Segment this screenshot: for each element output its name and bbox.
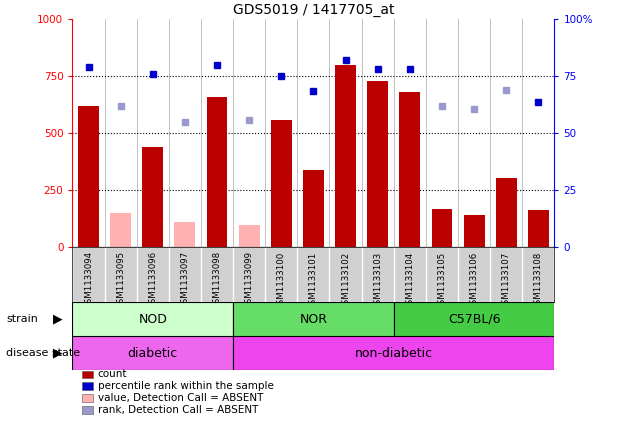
Text: GSM1133105: GSM1133105 [437, 251, 447, 310]
Bar [233, 302, 394, 336]
Bar [399, 92, 420, 247]
Bar [394, 302, 554, 336]
Text: GSM1133101: GSM1133101 [309, 251, 318, 310]
Text: GSM1133102: GSM1133102 [341, 251, 350, 310]
Text: C57BL/6: C57BL/6 [448, 313, 500, 326]
Text: GSM1133095: GSM1133095 [116, 251, 125, 310]
Bar [239, 225, 260, 247]
Bar [335, 65, 356, 247]
Bar [271, 120, 292, 247]
Title: GDS5019 / 1417705_at: GDS5019 / 1417705_at [232, 3, 394, 16]
Text: GSM1133100: GSM1133100 [277, 251, 286, 310]
Bar [72, 302, 233, 336]
Bar [367, 81, 388, 247]
Text: ▶: ▶ [54, 313, 63, 326]
Text: disease state: disease state [6, 348, 81, 358]
Text: diabetic: diabetic [128, 347, 178, 360]
Text: NOR: NOR [299, 313, 328, 326]
Bar [496, 178, 517, 247]
Text: GSM1133104: GSM1133104 [405, 251, 415, 310]
Text: percentile rank within the sample: percentile rank within the sample [98, 381, 273, 391]
Text: GSM1133108: GSM1133108 [534, 251, 543, 310]
Bar [207, 97, 227, 247]
Text: GSM1133099: GSM1133099 [244, 251, 254, 309]
Bar [432, 209, 452, 247]
Text: GSM1133098: GSM1133098 [212, 251, 222, 310]
Text: strain: strain [6, 314, 38, 324]
Text: GSM1133106: GSM1133106 [469, 251, 479, 310]
Bar [110, 213, 131, 247]
Bar [303, 170, 324, 247]
Bar [142, 147, 163, 247]
Text: count: count [98, 369, 127, 379]
Text: GSM1133094: GSM1133094 [84, 251, 93, 310]
Text: GSM1133107: GSM1133107 [501, 251, 511, 310]
Text: GSM1133096: GSM1133096 [148, 251, 158, 310]
Text: rank, Detection Call = ABSENT: rank, Detection Call = ABSENT [98, 405, 258, 415]
Text: value, Detection Call = ABSENT: value, Detection Call = ABSENT [98, 393, 263, 403]
Bar [175, 222, 195, 247]
Text: GSM1133103: GSM1133103 [373, 251, 382, 310]
Bar [528, 210, 549, 247]
Bar [72, 336, 233, 370]
Text: non-diabetic: non-diabetic [355, 347, 433, 360]
Text: GSM1133097: GSM1133097 [180, 251, 190, 310]
Bar [78, 106, 99, 247]
Text: NOD: NOD [139, 313, 167, 326]
Bar [464, 215, 484, 247]
Text: ▶: ▶ [54, 347, 63, 360]
Bar [233, 336, 554, 370]
